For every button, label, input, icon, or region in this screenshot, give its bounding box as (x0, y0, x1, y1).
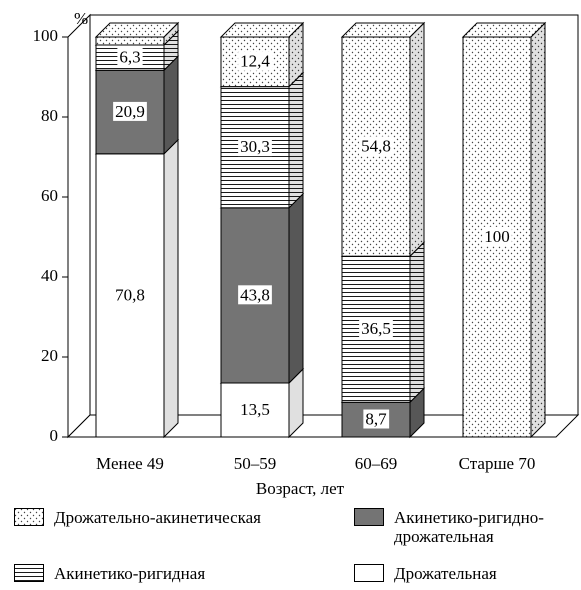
y-tick-label: 60 (41, 186, 58, 205)
left-wall (67, 13, 91, 439)
value-label-bg (482, 226, 512, 246)
swatch-fill (354, 508, 384, 526)
bar-segment (94, 21, 180, 47)
bar-side-shade (164, 23, 178, 45)
bar-side-shade (289, 23, 303, 87)
value-label: 36,5 (361, 319, 391, 338)
x-tick-label: Старше 70 (459, 454, 536, 473)
bar-front (95, 36, 165, 46)
legend-label: Дрожательно-акинетическая (54, 508, 261, 527)
y-axis-label: % (74, 9, 88, 28)
y-tick-label: 100 (33, 26, 59, 45)
legend-item: Акинетико-ригидно-дрожательная (354, 508, 564, 546)
value-label: 20,9 (115, 102, 145, 121)
bar-side-shade (164, 139, 178, 438)
value-label-bg (113, 285, 147, 305)
bar-side-shade (289, 72, 303, 208)
swatch-fill (14, 564, 44, 582)
bar-segment (461, 21, 547, 439)
value-label: 12,4 (240, 52, 270, 71)
bar-side-shade (289, 369, 303, 437)
legend: Дрожательно-акинетическая Акинетико-ригид… (14, 508, 574, 583)
bar-segment (340, 240, 426, 404)
y-tick-label: 20 (41, 346, 58, 365)
bar-side-shade (531, 23, 545, 437)
value-label-bg (238, 137, 272, 157)
bar-side-shade (164, 31, 178, 71)
y-tick-label: 40 (41, 266, 58, 285)
swatch-fill (14, 508, 44, 526)
value-label: 30,3 (240, 137, 270, 156)
legend-item: Дрожательно-акинетическая (14, 508, 354, 546)
bar-top (340, 22, 426, 38)
value-label: 100 (484, 227, 510, 246)
value-label-bg (359, 319, 393, 339)
legend-label: Дрожательная (394, 564, 497, 583)
value-label-bg (113, 101, 147, 121)
y-tick-label: 80 (41, 106, 58, 125)
bar-side-shade (410, 388, 424, 437)
bar-segment (340, 21, 426, 258)
bar-top (219, 22, 305, 38)
bar-top (94, 22, 180, 38)
bar-side-shade (289, 193, 303, 383)
value-label: 43,8 (240, 285, 270, 304)
value-label-bg (238, 285, 272, 305)
bar-side-shade (164, 56, 178, 154)
chart: % Возраст, лет 0 20 40 60 80 100 Менее 49 50–59… (33, 9, 580, 498)
legend-item: Акинетико-ригидная (14, 564, 354, 583)
value-label: 70,8 (115, 285, 145, 304)
swatch-fill (354, 564, 384, 582)
x-axis-label: Возраст, лет (256, 479, 345, 498)
x-tick-label: 50–59 (234, 454, 277, 473)
bar-segment (219, 21, 305, 88)
legend-swatch (354, 508, 384, 526)
legend-swatch (14, 508, 44, 526)
legend-label: Акинетико-ригидно-дрожательная (394, 508, 544, 546)
bar-top (461, 22, 547, 38)
value-label: 13,5 (240, 400, 270, 419)
value-label-bg (238, 51, 273, 71)
value-label-bg (117, 47, 143, 67)
value-label: 6,3 (119, 48, 140, 67)
bar-side-shade (410, 23, 424, 257)
legend-label: Акинетико-ригидная (54, 564, 206, 583)
legend-item: Дрожательная (354, 564, 564, 583)
value-label-bg (363, 409, 390, 429)
value-label: 54,8 (361, 137, 391, 156)
x-tick-label: Менее 49 (96, 454, 164, 473)
bar-side-shade (410, 242, 424, 403)
value-label-bg (359, 136, 393, 156)
value-label-bg (238, 399, 272, 419)
legend-swatch (14, 564, 44, 582)
y-tick-label: 0 (50, 426, 59, 445)
legend-swatch (354, 564, 384, 582)
x-tick-label: 60–69 (355, 454, 398, 473)
value-label: 8,7 (365, 410, 387, 429)
